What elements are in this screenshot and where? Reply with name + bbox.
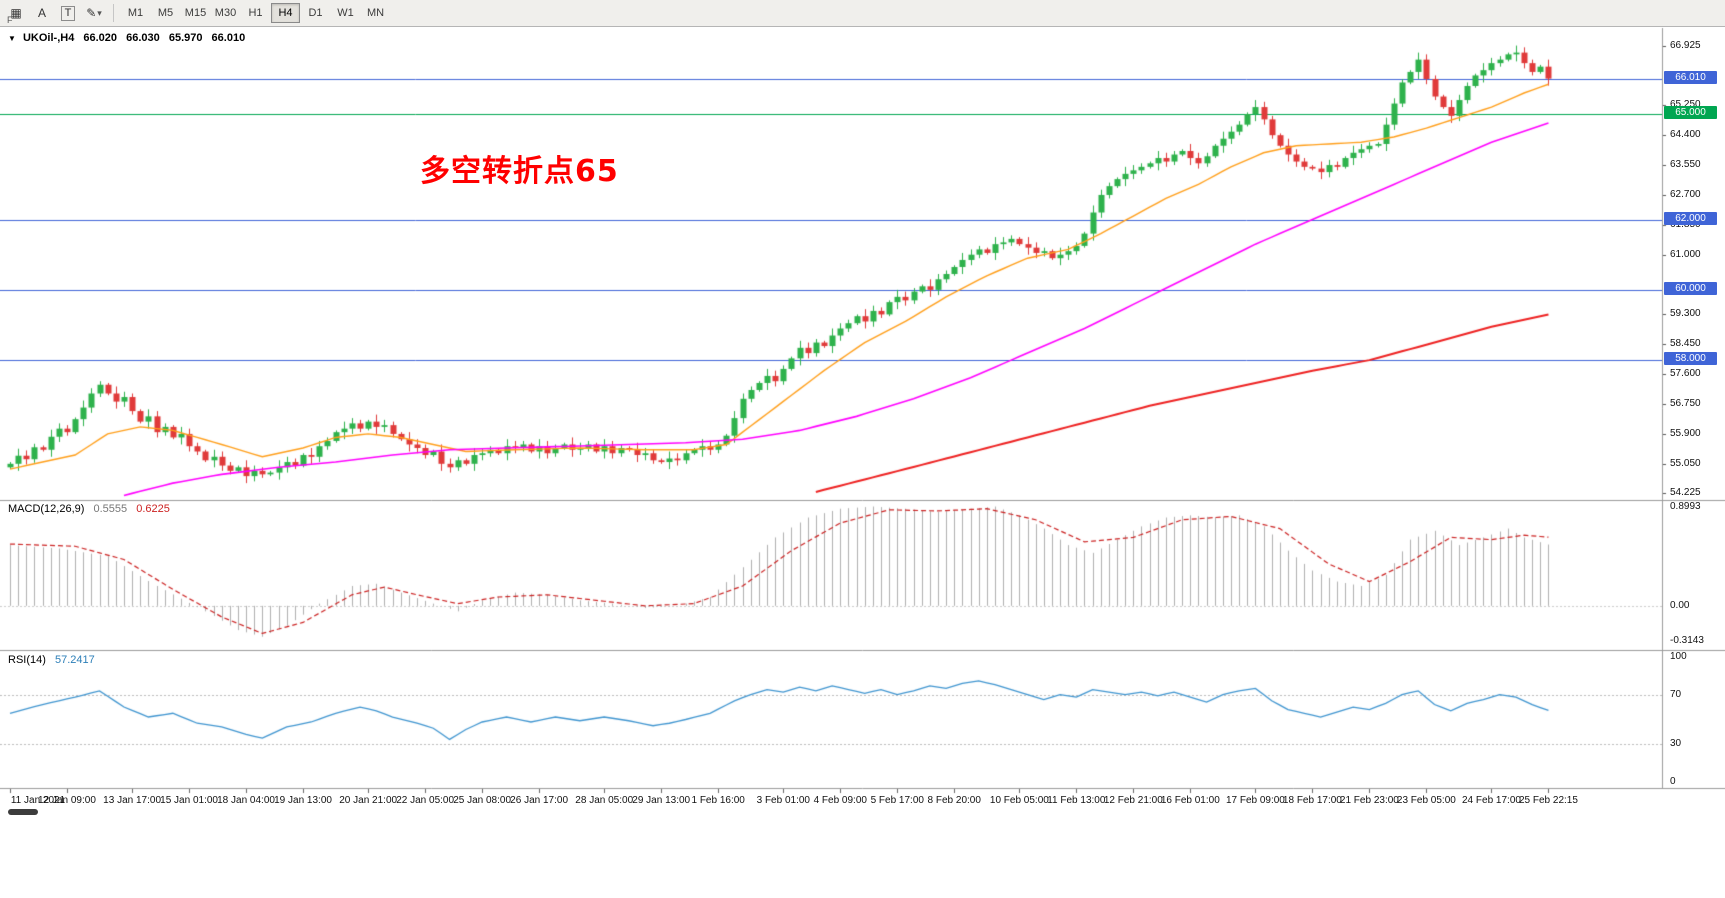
- bar-low-value: 65.970: [168, 32, 203, 44]
- rsi-value: 57.2417: [54, 654, 95, 666]
- price-tick-label: 57.600: [1670, 368, 1701, 380]
- macd-value-main: 0.5555: [93, 503, 128, 515]
- time-axis-label: 19 Jan 13:00: [274, 795, 332, 806]
- scrollbar-thumb[interactable]: [8, 809, 38, 815]
- time-axis-label: 8 Feb 20:00: [927, 795, 981, 806]
- time-axis-label: 28 Jan 05:00: [575, 795, 634, 806]
- text-t-button[interactable]: T: [56, 3, 80, 24]
- macd-axis-label: 0.8993: [1670, 500, 1701, 512]
- text-t-glyph: T: [60, 5, 76, 21]
- timeframe-button-w1[interactable]: W1: [331, 3, 360, 23]
- price-tick-label: 66.925: [1670, 40, 1701, 52]
- price-tick-label: 64.400: [1670, 129, 1701, 141]
- macd-axis-label: -0.3143: [1670, 634, 1704, 646]
- time-axis-label: 22 Jan 05:00: [396, 795, 455, 806]
- time-axis-label: 21 Feb 23:00: [1339, 795, 1399, 806]
- price-tick-label: 63.550: [1670, 159, 1701, 171]
- macd-value-signal: 0.6225: [136, 503, 170, 515]
- time-axis-label: 12 Jan 09:00: [38, 795, 96, 806]
- chevron-down-icon: ▾: [97, 7, 102, 18]
- timeframe-button-h1[interactable]: H1: [241, 3, 270, 23]
- price-tick-label: 54.225: [1670, 486, 1701, 498]
- text-a-glyph: A: [37, 6, 46, 20]
- time-axis-label: 15 Jan 01:00: [160, 795, 218, 806]
- text-a-button[interactable]: A: [30, 3, 54, 24]
- level-price-box: 65.000: [1664, 106, 1717, 120]
- bar-open-value: 66.020: [83, 32, 118, 44]
- time-axis-label: 24 Feb 17:00: [1462, 795, 1521, 806]
- time-axis-label: 18 Jan 04:00: [217, 795, 275, 806]
- rsi-indicator-name: RSI(14): [8, 654, 46, 666]
- timeframe-button-m30[interactable]: M30: [211, 3, 240, 23]
- price-tick-label: 56.750: [1670, 398, 1701, 410]
- chart-annotation: 多空转折点65: [420, 154, 619, 189]
- timeframe-button-d1[interactable]: D1: [301, 3, 330, 23]
- rsi-axis-label: 30: [1670, 738, 1682, 750]
- bar-high-value: 66.030: [126, 32, 160, 44]
- price-tick-label: 61.000: [1670, 248, 1701, 260]
- price-tick-label: 59.300: [1670, 308, 1701, 320]
- time-axis-label: 3 Feb 01:00: [756, 795, 810, 806]
- time-axis-label: 20 Jan 21:00: [339, 795, 398, 806]
- time-axis-label: 11 Feb 13:00: [1047, 795, 1106, 806]
- draw-tool-icon: ✎: [86, 6, 97, 20]
- bar-close-value: 66.010: [211, 32, 246, 44]
- time-scale[interactable]: 11 Jan 2021 12 Jan 09:00 13 Jan 17:00 15 Ja…: [0, 789, 1725, 813]
- toolbar-f-label: F: [7, 15, 13, 25]
- rsi-axis-label: 70: [1670, 688, 1682, 700]
- time-axis-label: 10 Feb 05:00: [989, 795, 1049, 806]
- time-axis-label: 25 Feb 22:15: [1518, 795, 1578, 806]
- time-axis-label: 11 Jan 2021: [10, 795, 66, 806]
- toolbar: ▦ A T ✎ ▾ F M1 M5 M15 M30 H1 H4 D1 W1 MN: [0, 0, 1725, 27]
- toolbar-separator: [113, 4, 114, 22]
- expander-icon[interactable]: ▼: [8, 34, 16, 43]
- time-axis-label: 4 Feb 09:00: [813, 795, 867, 806]
- draw-tool-dropdown[interactable]: ✎ ▾: [82, 3, 106, 24]
- time-axis-label: 16 Feb 01:00: [1160, 795, 1220, 806]
- timeframe-button-m15[interactable]: M15: [181, 3, 210, 23]
- macd-indicator-name: MACD(12,26,9): [8, 503, 85, 515]
- price-tick-label: 55.900: [1670, 427, 1701, 439]
- time-axis-label: 12 Feb 21:00: [1103, 795, 1163, 806]
- timeframe-toolbar: M1 M5 M15 M30 H1 H4 D1 W1 MN: [121, 3, 390, 23]
- price-tick-label: 55.050: [1670, 457, 1701, 469]
- timeframe-button-m1[interactable]: M1: [121, 3, 150, 23]
- macd-axis-label: 0.00: [1670, 599, 1690, 611]
- timeframe-button-h4[interactable]: H4: [271, 3, 300, 23]
- level-price-box: 62.000: [1664, 211, 1717, 225]
- time-axis-label: 25 Jan 08:00: [453, 795, 512, 806]
- timeframe-button-m5[interactable]: M5: [151, 3, 180, 23]
- time-axis-label: 23 Feb 05:00: [1396, 795, 1456, 806]
- grid-icon-glyph: ▦: [10, 6, 22, 20]
- grid-icon[interactable]: ▦: [4, 3, 28, 24]
- time-axis-label: 13 Jan 17:00: [103, 795, 161, 806]
- price-tick-label: 62.700: [1670, 188, 1701, 200]
- level-price-box: 60.000: [1664, 281, 1717, 295]
- price-scale[interactable]: 66.92565.25064.40063.55062.70061.85061.0…: [1663, 28, 1725, 790]
- symbol-info: ▼ UKOil-,H4 66.020 66.030 65.970 66.010: [8, 32, 251, 44]
- time-axis-label: 18 Feb 17:00: [1282, 795, 1342, 806]
- symbol-name: UKOil-,H4: [22, 32, 75, 44]
- time-axis-label: 29 Jan 13:00: [632, 795, 691, 806]
- time-axis-label: 5 Feb 17:00: [870, 795, 924, 806]
- time-axis-label: 1 Feb 16:00: [691, 795, 745, 806]
- macd-label: MACD(12,26,9) 0.5555 0.6225: [8, 503, 176, 515]
- timeframe-button-mn[interactable]: MN: [361, 3, 390, 23]
- rsi-label: RSI(14) 57.2417: [8, 654, 101, 666]
- rsi-axis-label: 0: [1670, 775, 1676, 787]
- price-tick-label: 65.250: [1670, 99, 1701, 111]
- time-axis-label: 26 Jan 17:00: [510, 795, 568, 806]
- current-price-box: 66.010: [1664, 70, 1717, 84]
- rsi-axis-label: 100: [1670, 651, 1687, 663]
- level-price-box: 58.000: [1664, 352, 1717, 366]
- price-tick-label: 58.450: [1670, 338, 1701, 350]
- time-axis-label: 17 Feb 09:00: [1225, 795, 1285, 806]
